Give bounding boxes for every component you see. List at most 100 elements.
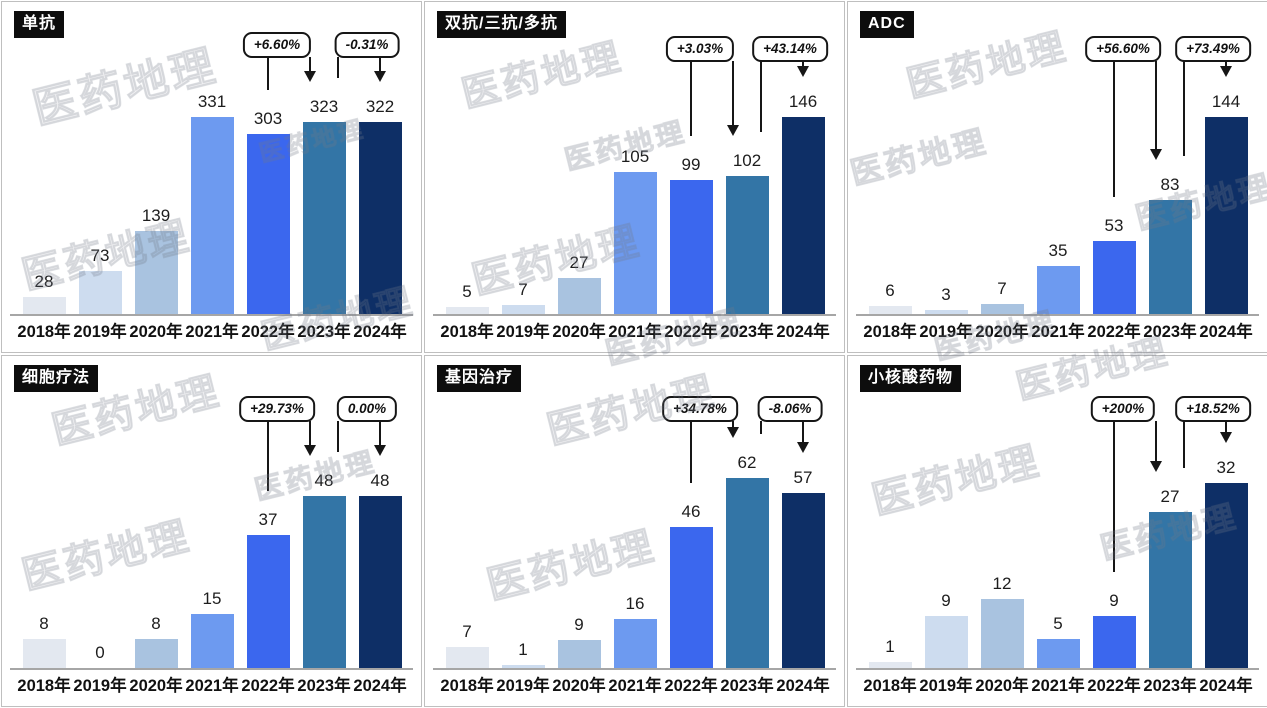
annotation-box: +200%: [1090, 396, 1156, 422]
x-axis-label: 2024年: [353, 323, 407, 341]
bar-2023年: [725, 176, 769, 314]
chart-title-chip: ADC: [860, 11, 914, 38]
annotation-box: +18.52%: [1175, 396, 1251, 422]
bar-value-label: 323: [309, 96, 339, 116]
x-axis-label: 2020年: [552, 677, 606, 695]
annotation-box: +3.03%: [665, 36, 735, 62]
bar-2022年: [1092, 615, 1136, 668]
bar-value-label: 105: [620, 147, 650, 167]
bar-chart-plot: 8 2018年 0 2019年 8 2020年 15 2021年 37 2022年 48 2023年 4…: [2, 356, 421, 706]
annotation-arrowhead-icon: [374, 445, 386, 456]
x-axis-label: 2024年: [1199, 677, 1253, 695]
x-axis-label: 2020年: [129, 323, 183, 341]
bar-value-label: 35: [1048, 241, 1068, 261]
annotation-box: +73.49%: [1175, 36, 1251, 62]
bar-value-label: 5: [1053, 614, 1063, 634]
annotation-arrow-line: [309, 421, 311, 445]
bar-2018年: [22, 297, 66, 314]
bar-value-label: 9: [1109, 590, 1119, 610]
bar-value-label: 9: [574, 615, 584, 635]
annotation-arrowhead-icon: [727, 125, 739, 137]
x-axis-label: 2024年: [776, 677, 830, 695]
annotation-box: -0.31%: [334, 32, 400, 58]
x-axis-label: 2018年: [17, 677, 71, 695]
bar-value-label: 144: [1211, 92, 1241, 111]
bar-2024年: [781, 117, 825, 314]
bar-2024年: [1204, 117, 1248, 314]
annotation-leader-line: [1183, 421, 1185, 468]
annotation-box: +6.60%: [242, 32, 312, 58]
annotation-arrow-line: [1225, 61, 1227, 66]
bar-2020年: [980, 304, 1024, 314]
bar-value-label: 27: [1160, 486, 1180, 506]
axis-baseline: [433, 668, 836, 670]
bar-2022年: [669, 180, 713, 314]
x-axis-label: 2022年: [664, 323, 718, 341]
annotation-arrowhead-icon: [1150, 149, 1162, 161]
bar-value-label: 15: [202, 589, 222, 609]
bar-2021年: [190, 614, 234, 668]
bar-value-label: 57: [793, 468, 813, 488]
bar-2020年: [980, 598, 1024, 668]
bar-value-label: 12: [992, 573, 1012, 593]
panel-monoclonal-antibody: 单抗 28 2018年 73 2019年 139 2020年 331 2021年 303 2022…: [1, 1, 422, 353]
x-axis-label: 2019年: [73, 323, 127, 341]
bar-2023年: [1148, 511, 1192, 668]
bar-value-label: 0: [95, 643, 105, 662]
bar-value-label: 73: [90, 245, 110, 265]
annotation-arrowhead-icon: [304, 445, 316, 456]
annotation-arrow-line: [732, 421, 734, 427]
bar-value-label: 139: [141, 206, 171, 226]
annotation-box: +34.78%: [662, 396, 738, 422]
bar-value-label: 99: [681, 155, 701, 175]
x-axis-label: 2022年: [1087, 323, 1141, 341]
bar-value-label: 5: [462, 282, 472, 302]
axis-baseline: [856, 314, 1259, 316]
annotation-arrow-line: [379, 421, 381, 445]
axis-baseline: [10, 668, 413, 670]
bar-value-label: 83: [1160, 175, 1180, 195]
chart-title-chip: 单抗: [14, 11, 65, 38]
bar-2023年: [1148, 200, 1192, 314]
x-axis-label: 2019年: [919, 323, 973, 341]
panel-adc: ADC 6 2018年 3 2019年 7 2020年 35 2021年 53 2022年 83 20…: [847, 1, 1267, 353]
x-axis-label: 2023年: [1143, 323, 1197, 341]
x-axis-label: 2020年: [975, 323, 1029, 341]
bar-value-label: 32: [1216, 458, 1236, 477]
bar-2019年: [78, 270, 122, 314]
bar-2023年: [302, 496, 346, 668]
annotation-leader-line: [267, 57, 269, 90]
axis-baseline: [856, 668, 1259, 670]
annotation-leader-line: [337, 421, 339, 452]
bar-value-label: 7: [518, 279, 528, 299]
bar-2022年: [246, 133, 290, 314]
annotation-leader-line: [690, 61, 692, 137]
bar-2023年: [302, 121, 346, 314]
bar-value-label: 8: [39, 614, 49, 634]
bar-value-label: 146: [788, 92, 818, 111]
x-axis-label: 2021年: [185, 677, 239, 695]
annotation-leader-line: [267, 421, 269, 492]
x-axis-label: 2019年: [919, 677, 973, 695]
chart-title-chip: 基因治疗: [437, 365, 522, 392]
bar-2022年: [246, 535, 290, 668]
bar-2018年: [22, 639, 66, 668]
x-axis-label: 2024年: [776, 323, 830, 341]
bar-value-label: 322: [365, 97, 395, 117]
bar-value-label: 1: [518, 639, 528, 659]
bar-value-label: 8: [151, 614, 161, 634]
annotation-leader-line: [760, 421, 762, 434]
annotation-leader-line: [1113, 421, 1115, 572]
x-axis-label: 2019年: [496, 323, 550, 341]
annotation-box: +29.73%: [239, 396, 315, 422]
x-axis-label: 2018年: [863, 323, 917, 341]
bar-value-label: 27: [569, 252, 589, 272]
bar-value-label: 16: [625, 593, 645, 613]
x-axis-label: 2019年: [73, 677, 127, 695]
bar-2018年: [445, 646, 489, 668]
x-axis-label: 2019年: [496, 677, 550, 695]
annotation-arrow-line: [379, 57, 381, 72]
bar-2021年: [613, 172, 657, 314]
x-axis-label: 2021年: [1031, 323, 1085, 341]
